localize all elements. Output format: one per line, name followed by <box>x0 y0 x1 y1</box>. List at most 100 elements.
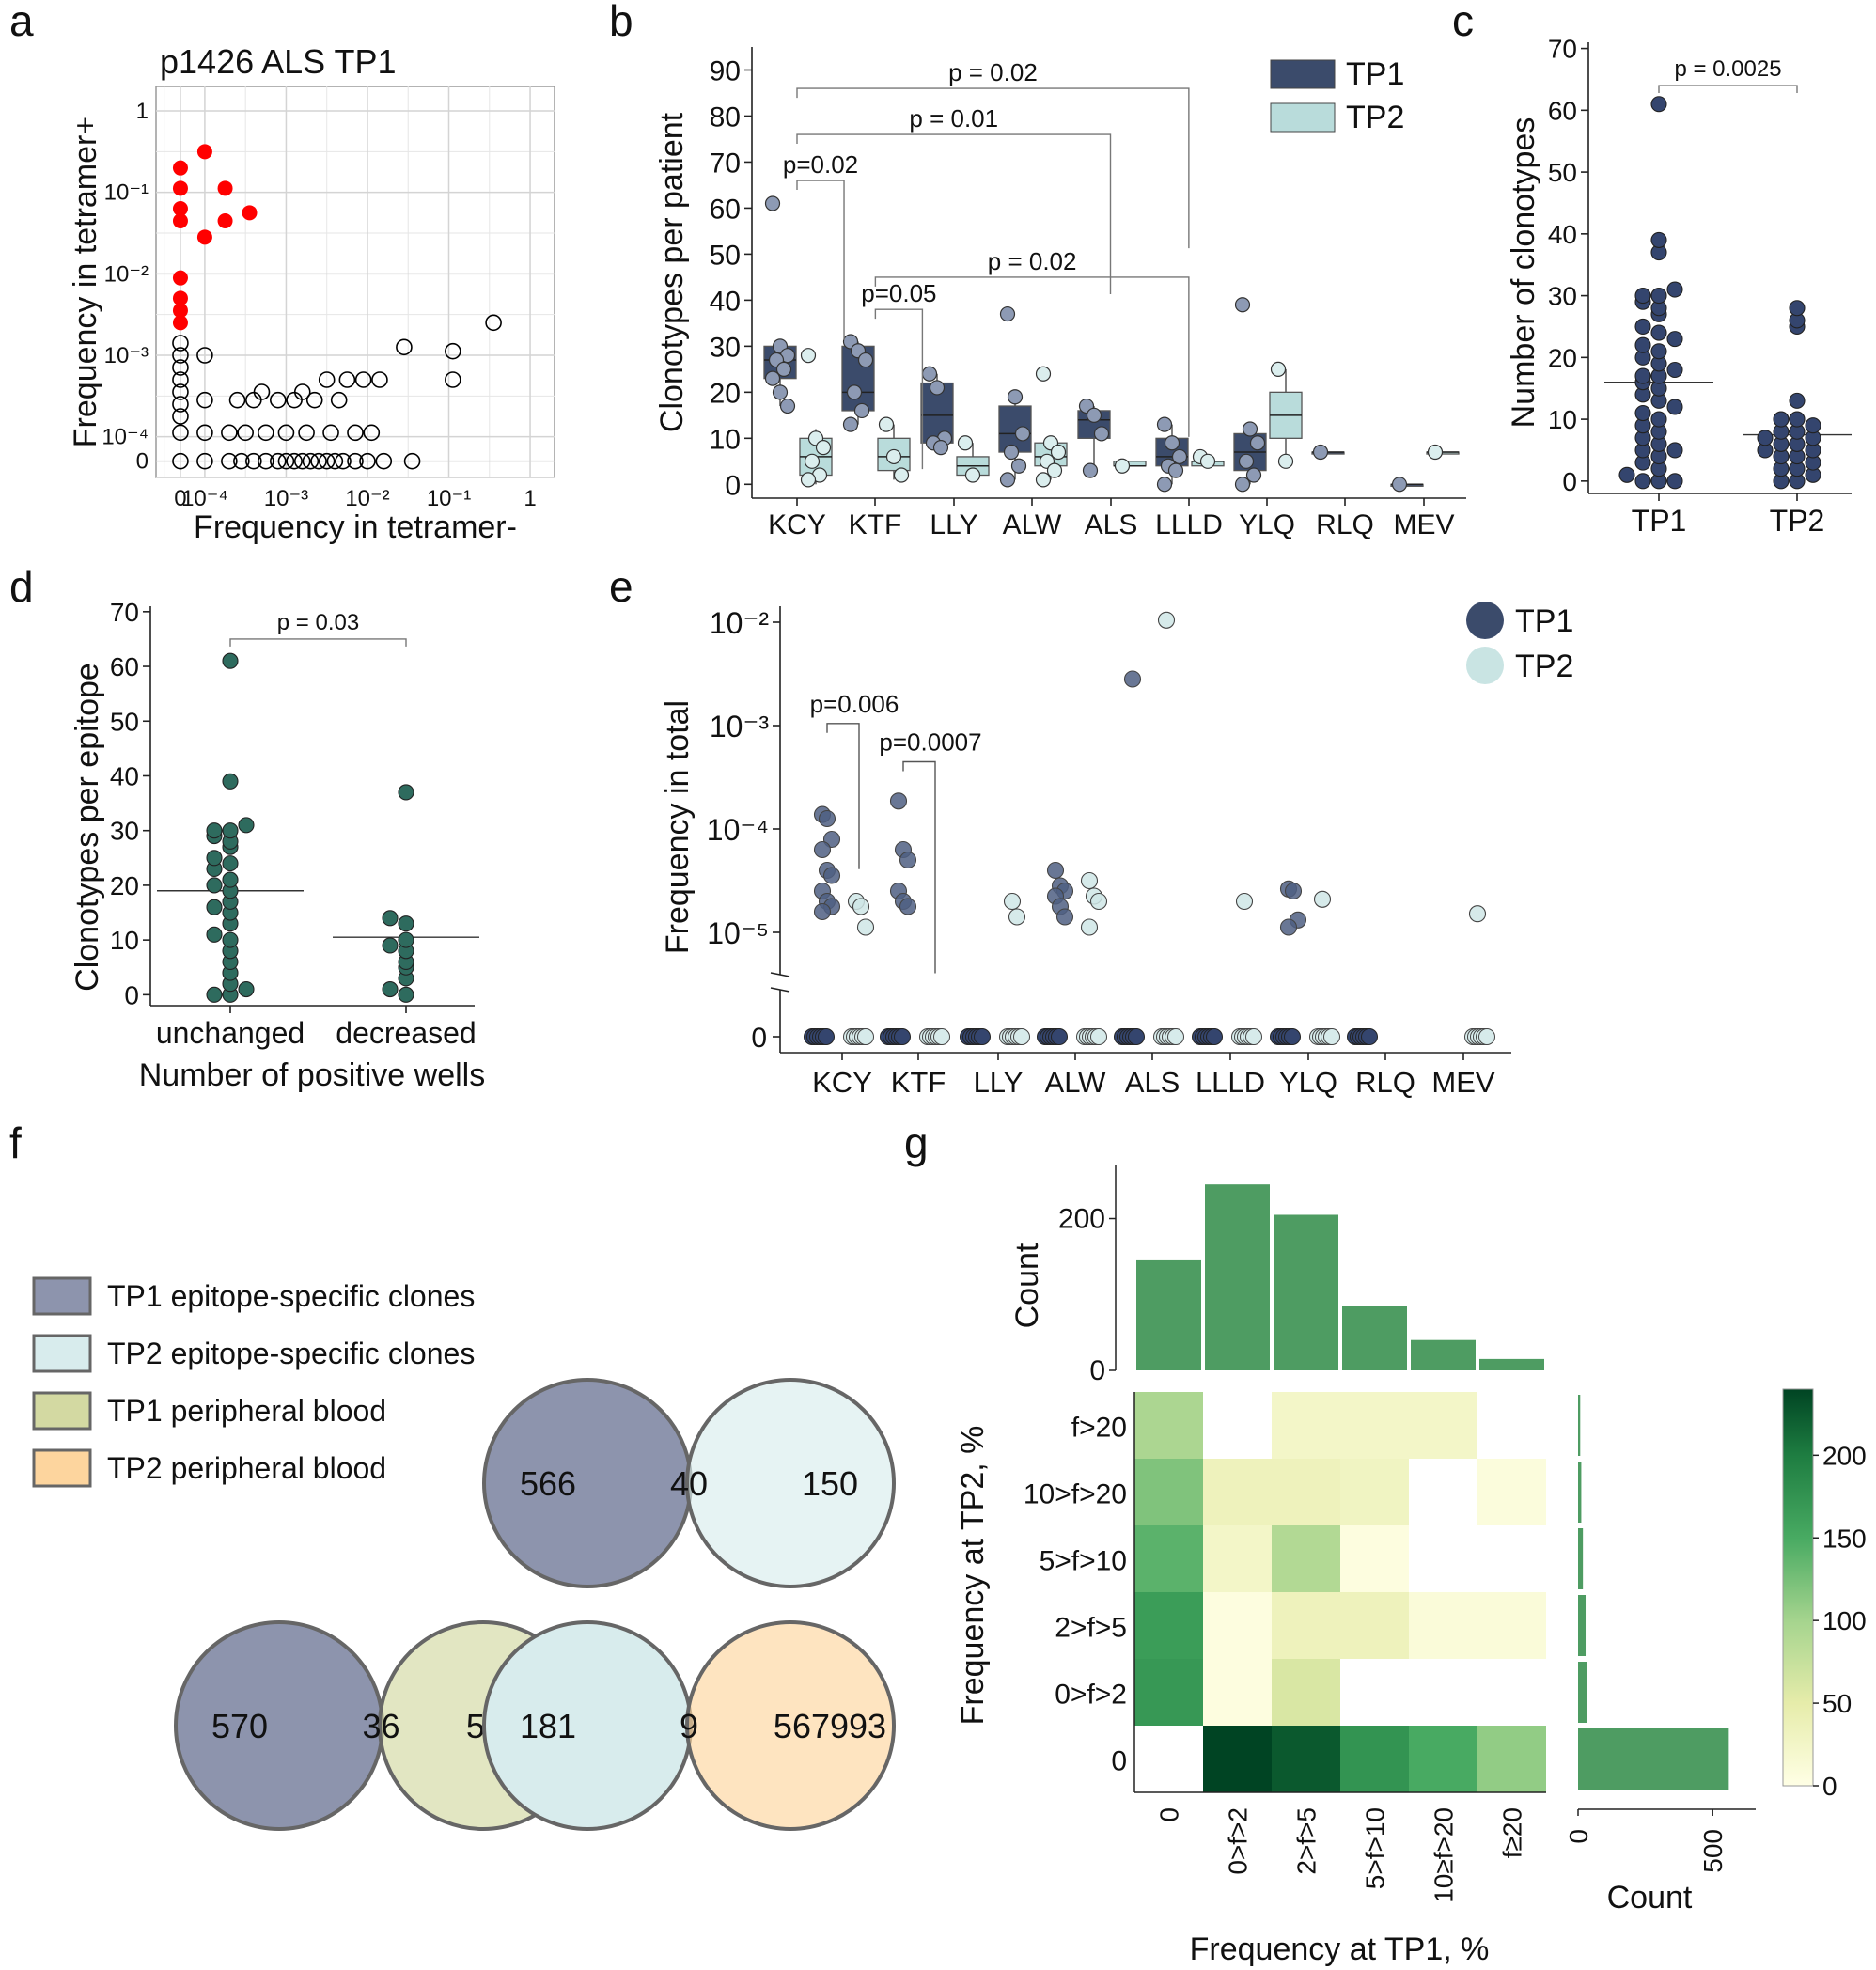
data-point <box>206 877 223 894</box>
x-tick-label: decreased <box>336 1016 476 1050</box>
data-point <box>1167 462 1184 478</box>
data-point <box>222 822 239 839</box>
colorbar-tick-label: 0 <box>1822 1772 1837 1801</box>
data-point <box>206 899 223 915</box>
x-tick-label: LLLD <box>1155 509 1223 540</box>
zero-point <box>1051 1028 1068 1045</box>
data-point <box>398 784 414 801</box>
y-tick-label: 1 <box>136 99 149 124</box>
heatmap-cell <box>1409 1726 1477 1792</box>
y-tick-label: 30 <box>110 817 139 846</box>
y-tick-label: 10>f>20 <box>1024 1479 1127 1510</box>
data-point <box>852 898 870 915</box>
y-axis-label: Clonotypes per patient <box>654 112 690 432</box>
data-point <box>398 915 414 932</box>
x-tick-label: 0>f>2 <box>1224 1807 1253 1875</box>
legend-label: TP2 peripheral blood <box>107 1451 386 1485</box>
data-point <box>846 384 863 400</box>
significance-bracket <box>826 723 860 869</box>
y-tick-label: 0 <box>1111 1746 1127 1777</box>
legend-label: TP1 <box>1515 603 1573 639</box>
data-point <box>1773 411 1790 428</box>
data-point <box>1086 407 1102 423</box>
zero-point <box>1206 1028 1223 1045</box>
data-point <box>196 452 213 470</box>
x-tick-label: ALW <box>1003 509 1062 540</box>
y-tick-label: 10 <box>710 424 741 455</box>
hist-bar <box>1479 1358 1544 1370</box>
venn-overlap-count: 40 <box>670 1464 708 1503</box>
data-point <box>258 452 274 470</box>
hist-tick-label: 200 <box>1058 1204 1105 1235</box>
y-tick-label: 10⁻² <box>710 606 769 640</box>
data-point <box>172 359 189 376</box>
y-axis-label: Clonotypes per epitope <box>70 663 105 992</box>
y-axis-label: Number of clonotypes <box>1506 117 1541 429</box>
data-point <box>172 160 188 176</box>
data-point <box>1468 905 1487 923</box>
legend-swatch <box>1466 602 1504 639</box>
data-point <box>318 452 336 470</box>
y-tick-label: 10⁻³ <box>104 343 149 368</box>
data-point <box>822 867 841 884</box>
data-point <box>1634 473 1651 490</box>
data-point <box>1199 453 1216 469</box>
panel-f-venn: TP1 epitope-specific clones TP2 epitope-s… <box>32 1276 896 1831</box>
significance-bracket <box>902 760 936 974</box>
x-tick-label: 5>f>10 <box>1361 1807 1390 1889</box>
bracket-label: p = 0.02 <box>988 247 1077 275</box>
data-point <box>1234 297 1251 313</box>
legend-label: TP2 <box>1346 100 1404 135</box>
data-point <box>228 391 246 409</box>
legend-swatch <box>1466 647 1504 684</box>
hist-bar <box>1578 1595 1587 1656</box>
data-point <box>1171 448 1188 465</box>
data-point <box>921 366 938 382</box>
data-point <box>217 180 233 196</box>
axis-break <box>770 972 790 977</box>
data-point <box>206 822 223 839</box>
significance-bracket <box>796 180 845 341</box>
x-tick-label: 10⁻² <box>345 486 389 511</box>
x-tick-label: RLQ <box>1355 1066 1415 1099</box>
y-tick-label: 10 <box>110 926 139 955</box>
zero-point <box>1013 1028 1030 1045</box>
bracket-label: p = 0.0025 <box>1674 56 1781 82</box>
y-tick-label: 2>f>5 <box>1055 1613 1127 1644</box>
y-tick-label: 10⁻² <box>104 261 149 287</box>
heatmap-cell <box>1340 1592 1409 1659</box>
hist-axis-label: Count <box>1607 1880 1693 1915</box>
y-tick-label: 50 <box>1548 158 1577 187</box>
data-point <box>1284 882 1303 900</box>
data-point <box>1789 392 1806 409</box>
panel-a-scatter: 010⁻⁴ 10⁻³ 10⁻² 10⁻¹ 1010⁻⁴10⁻³10⁻²10⁻¹1p142… <box>68 42 555 545</box>
data-point <box>1805 417 1821 434</box>
data-point <box>764 195 781 211</box>
x-tick-label: KTF <box>849 509 902 540</box>
x-tick-label: 0 <box>1155 1807 1184 1822</box>
data-point <box>298 424 315 442</box>
legend-swatch <box>1270 102 1336 133</box>
heatmap-cell <box>1134 1592 1203 1659</box>
data-point <box>1666 399 1683 415</box>
data-point <box>853 402 870 419</box>
venn-left-circle <box>482 1620 693 1831</box>
data-point <box>1035 472 1052 488</box>
y-tick-label: 90 <box>710 55 741 86</box>
data-point <box>305 391 323 409</box>
heatmap-cell <box>1272 1592 1340 1659</box>
panel-letter-b: b <box>609 0 633 45</box>
data-point <box>196 391 213 409</box>
data-point <box>842 416 859 432</box>
data-point <box>277 424 295 442</box>
x-tick-label: YLQ <box>1239 509 1295 540</box>
data-point <box>1666 281 1683 298</box>
data-point <box>172 383 189 400</box>
data-point <box>1634 404 1651 422</box>
significance-bracket <box>796 87 1190 249</box>
data-point <box>1007 389 1024 405</box>
y-tick-label: 60 <box>1548 96 1577 125</box>
y-tick-label: 20 <box>1548 343 1577 372</box>
x-tick-label: 10⁻⁴ <box>181 486 228 511</box>
